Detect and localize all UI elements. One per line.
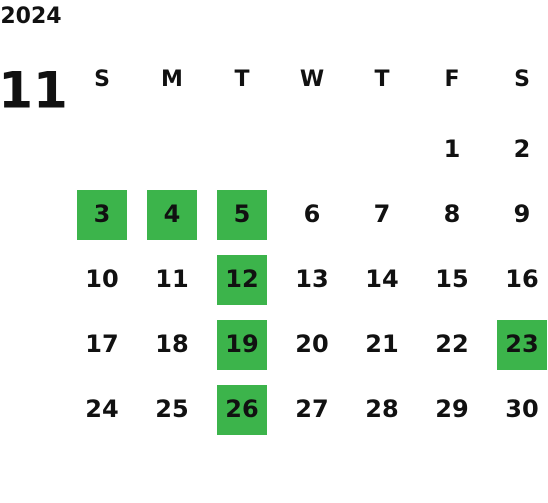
day-number: 12 bbox=[225, 265, 258, 293]
day-number: 3 bbox=[94, 200, 111, 228]
day-number: 1 bbox=[444, 135, 461, 163]
weekday-label: S bbox=[94, 67, 110, 92]
day-number: 11 bbox=[155, 265, 188, 293]
day-number: 30 bbox=[505, 395, 538, 423]
day-number: 15 bbox=[435, 265, 468, 293]
day-number: 28 bbox=[365, 395, 398, 423]
day-highlight bbox=[497, 320, 547, 370]
day-number: 29 bbox=[435, 395, 468, 423]
weekday-label: T bbox=[374, 67, 389, 92]
weekday-label: T bbox=[234, 67, 249, 92]
day-number: 7 bbox=[374, 200, 391, 228]
day-number: 21 bbox=[365, 330, 398, 358]
day-highlight bbox=[77, 190, 127, 240]
day-number: 26 bbox=[225, 395, 258, 423]
day-number: 22 bbox=[435, 330, 468, 358]
day-number: 10 bbox=[85, 265, 118, 293]
day-number: 6 bbox=[304, 200, 321, 228]
day-number: 23 bbox=[505, 330, 538, 358]
day-number: 2 bbox=[514, 135, 531, 163]
day-highlight bbox=[217, 190, 267, 240]
month: 11 bbox=[0, 62, 68, 120]
day-number: 8 bbox=[444, 200, 461, 228]
day-highlight bbox=[217, 320, 267, 370]
day-number: 19 bbox=[225, 330, 258, 358]
day-number: 17 bbox=[85, 330, 118, 358]
day-number: 14 bbox=[365, 265, 398, 293]
weekday-label: M bbox=[161, 67, 183, 92]
day-number: 9 bbox=[514, 200, 531, 228]
day-number: 13 bbox=[295, 265, 328, 293]
day-highlight bbox=[217, 255, 267, 305]
day-number: 20 bbox=[295, 330, 328, 358]
day-number: 27 bbox=[295, 395, 328, 423]
day-highlight bbox=[217, 385, 267, 435]
weekday-label: W bbox=[300, 67, 324, 92]
day-number: 16 bbox=[505, 265, 538, 293]
weekday-label: F bbox=[444, 67, 459, 92]
day-highlight bbox=[147, 190, 197, 240]
day-number: 18 bbox=[155, 330, 188, 358]
day-number: 5 bbox=[234, 200, 251, 228]
day-number: 24 bbox=[85, 395, 118, 423]
weekday-label: S bbox=[514, 67, 530, 92]
day-number: 25 bbox=[155, 395, 188, 423]
day-number: 4 bbox=[164, 200, 181, 228]
year: 2024 bbox=[0, 4, 61, 29]
